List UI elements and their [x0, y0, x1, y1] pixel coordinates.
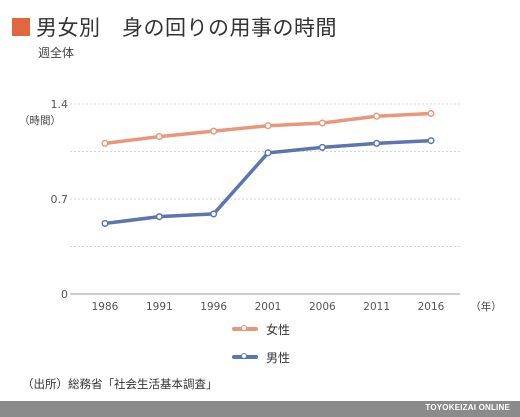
y-tick-label-1: 0.7 — [51, 193, 69, 206]
x-axis-label: （年） — [470, 300, 502, 313]
chart-legend: 女性 男性 — [232, 318, 290, 374]
title-row: 男女別 身の回りの用事の時間 — [12, 12, 337, 42]
x-tick-label-2006: 2006 — [309, 301, 336, 313]
series-0-point-2006 — [318, 119, 326, 127]
legend-item-0: 女性 — [232, 318, 290, 340]
series-1-point-1996 — [210, 210, 218, 218]
series-0-point-1996 — [210, 127, 218, 135]
y-tick-label-2: 1.4 — [51, 98, 69, 111]
legend-item-1: 男性 — [232, 346, 290, 368]
x-tick-label-1986: 1986 — [92, 301, 119, 313]
x-tick-label-1996: 1996 — [200, 301, 227, 313]
x-tick-label-1991: 1991 — [146, 301, 173, 313]
footer-bar: TOYOKEIZAI ONLINE — [0, 401, 520, 417]
series-0-point-2016 — [427, 109, 435, 118]
series-0-point-2001 — [264, 122, 272, 130]
series-0-point-2011 — [373, 112, 381, 120]
x-tick-label-2016: 2016 — [418, 301, 445, 313]
chart-title: 男女別 身の回りの用事の時間 — [36, 16, 337, 40]
source-note: （出所）総務省「社会生活基本調査」 — [22, 377, 218, 391]
legend-label-0: 女性 — [266, 322, 291, 337]
legend-label-1: 男性 — [266, 350, 291, 365]
footer-brand: TOYOKEIZAI ONLINE — [425, 403, 510, 412]
legend-marker-1 — [241, 353, 247, 359]
legend-marker-0 — [241, 325, 247, 331]
series-1-point-2006 — [318, 143, 326, 151]
title-accent-mark — [12, 18, 30, 36]
series-1-point-2016 — [427, 137, 435, 145]
legend-swatch-1 — [232, 353, 258, 359]
x-tick-label-2001: 2001 — [255, 301, 282, 313]
x-tick-label-2011: 2011 — [363, 301, 390, 313]
series-0-point-1991 — [155, 133, 163, 141]
series-1-point-2001 — [264, 149, 272, 157]
series-1-point-1986 — [101, 219, 109, 227]
series-1-point-2011 — [373, 139, 381, 147]
legend-swatch-0 — [232, 325, 258, 331]
chart-subtitle: 週全体 — [38, 46, 75, 60]
y-axis-label: （時間） — [19, 115, 61, 127]
y-tick-label-0: 0 — [61, 288, 68, 301]
series-1-point-1991 — [155, 213, 163, 221]
series-0-point-1986 — [101, 139, 109, 147]
